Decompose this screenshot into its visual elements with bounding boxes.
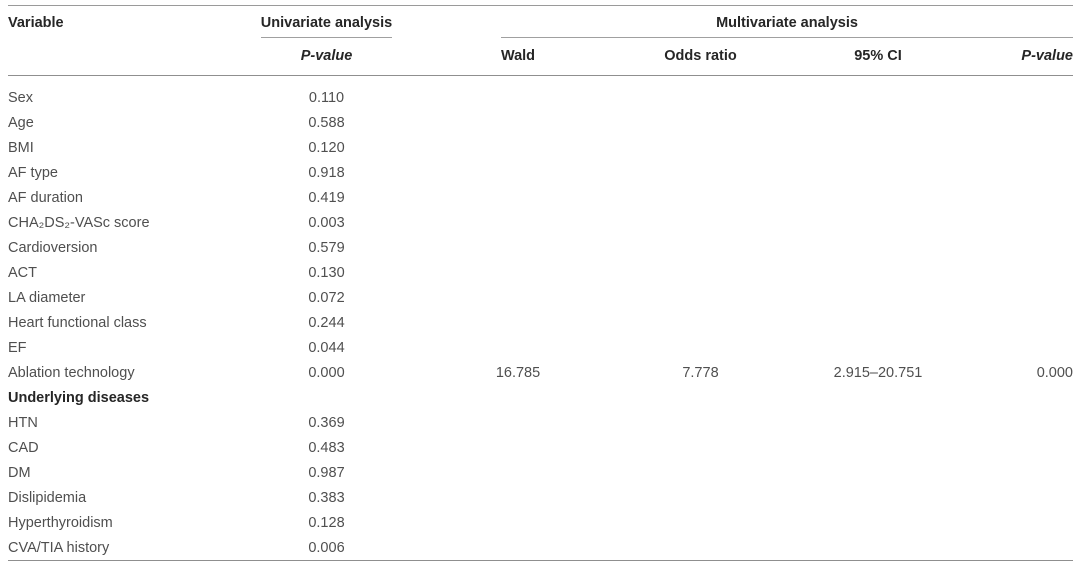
table-row: CHA₂DS₂-VASc score 0.003 — [8, 210, 1073, 235]
cell-variable: Dislipidemia — [8, 489, 87, 506]
cell-univariate-p-value: 0.918 — [308, 164, 345, 181]
cell-variable: AF type — [8, 164, 58, 181]
cell-univariate-p-value: 0.006 — [308, 539, 345, 556]
table-row: Cardioversion 0.579 — [8, 235, 1073, 260]
group-header-univariate: Univariate analysis — [230, 15, 423, 38]
group-header-row: Variable Univariate analysis Multivariat… — [8, 15, 1073, 38]
cell-univariate-p-value: 0.369 — [308, 414, 345, 431]
table-row: Dislipidemia 0.383 — [8, 485, 1073, 510]
cell-univariate-p-value: 0.072 — [308, 289, 345, 306]
col-header-univariate-p-value: P-value — [300, 48, 353, 64]
cell-variable: CAD — [8, 439, 39, 456]
cell-variable: AF duration — [8, 189, 83, 206]
cell-univariate-p-value: 0.130 — [308, 264, 345, 281]
cell-univariate-p-value: 0.419 — [308, 189, 345, 206]
cell-variable: LA diameter — [8, 289, 86, 306]
cell-univariate-p-value: 0.483 — [308, 439, 345, 456]
cell-univariate-p-value: 0.383 — [308, 489, 345, 506]
table-row: HTN 0.369 — [8, 410, 1073, 435]
table-row: Sex 0.110 — [8, 85, 1073, 110]
cell-odds-ratio: 7.778 — [682, 364, 719, 381]
cell-variable: Underlying diseases — [8, 389, 150, 406]
col-header-odds-ratio: Odds ratio — [664, 48, 737, 64]
col-header-empty — [8, 48, 230, 64]
table-body: Sex 0.110 Age 0.588 BMI 0.120 AF type 0.… — [8, 76, 1073, 561]
group-header-multivariate: Multivariate analysis — [501, 15, 1073, 38]
cell-univariate-p-value: 0.579 — [308, 239, 345, 256]
group-header-multivariate-label: Multivariate analysis — [716, 15, 858, 31]
cell-variable: ACT — [8, 264, 37, 281]
table-header: Variable Univariate analysis Multivariat… — [8, 6, 1073, 76]
cell-variable: Cardioversion — [8, 239, 98, 256]
cell-univariate-p-value: 0.244 — [308, 314, 345, 331]
cell-multivariate-p-value: 0.000 — [1036, 364, 1073, 381]
table-row: BMI 0.120 — [8, 135, 1073, 160]
table-row: Underlying diseases — [8, 385, 1073, 410]
cell-variable: BMI — [8, 139, 34, 156]
table-row: AF type 0.918 — [8, 160, 1073, 185]
table-row: CVA/TIA history 0.006 — [8, 535, 1073, 560]
table-row: CAD 0.483 — [8, 435, 1073, 460]
cell-univariate-p-value: 0.003 — [308, 214, 345, 231]
table-row: Heart functional class 0.244 — [8, 310, 1073, 335]
analysis-table: Variable Univariate analysis Multivariat… — [8, 5, 1073, 561]
table-row: DM 0.987 — [8, 460, 1073, 485]
col-header-variable: Variable — [8, 15, 64, 31]
table-row: EF 0.044 — [8, 335, 1073, 360]
cell-variable: EF — [8, 339, 27, 356]
cell-variable: CHA₂DS₂-VASc score — [8, 214, 150, 231]
col-header-multivariate-p-value: P-value — [1021, 48, 1073, 64]
cell-univariate-p-value: 0.128 — [308, 514, 345, 531]
column-header-row: P-value Wald Odds ratio 95% CI P-value — [8, 48, 1073, 64]
table-row: Hyperthyroidism 0.128 — [8, 510, 1073, 535]
cell-variable: Hyperthyroidism — [8, 514, 113, 531]
cell-variable: Heart functional class — [8, 314, 147, 331]
cell-univariate-p-value: 0.110 — [308, 89, 345, 106]
table-row: Ablation technology 0.000 16.785 7.778 2… — [8, 360, 1073, 385]
cell-univariate-p-value: 0.588 — [308, 114, 345, 131]
cell-variable: Sex — [8, 89, 33, 106]
cell-variable: DM — [8, 464, 31, 481]
table-row: AF duration 0.419 — [8, 185, 1073, 210]
cell-univariate-p-value: 0.120 — [308, 139, 345, 156]
col-header-95-ci: 95% CI — [854, 48, 902, 64]
cell-wald: 16.785 — [495, 364, 541, 381]
table-row: Age 0.588 — [8, 110, 1073, 135]
cell-univariate-p-value: 0.000 — [308, 364, 345, 381]
cell-variable: Age — [8, 114, 34, 131]
group-header-univariate-label: Univariate analysis — [260, 15, 393, 38]
cell-95-ci: 2.915–20.751 — [833, 364, 923, 381]
cell-variable: CVA/TIA history — [8, 539, 110, 556]
cell-univariate-p-value: 0.987 — [308, 464, 345, 481]
table-row: ACT 0.130 — [8, 260, 1073, 285]
cell-univariate-p-value: 0.044 — [308, 339, 345, 356]
table-row: LA diameter 0.072 — [8, 285, 1073, 310]
col-header-wald: Wald — [500, 48, 536, 64]
cell-variable: HTN — [8, 414, 38, 431]
cell-variable: Ablation technology — [8, 364, 135, 381]
top-rule — [8, 5, 1073, 6]
